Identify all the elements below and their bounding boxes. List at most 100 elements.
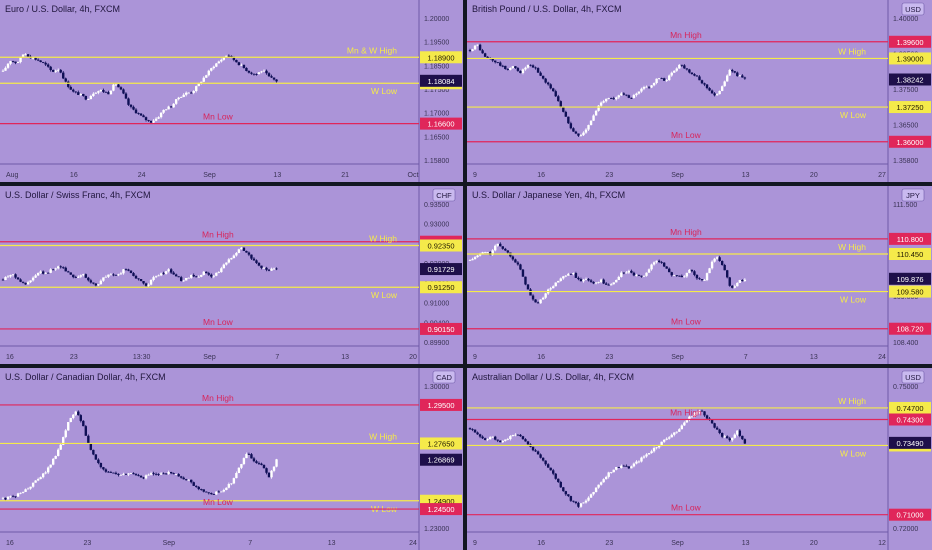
candle-body: [212, 494, 216, 495]
level-price-label: 0.74700: [896, 404, 923, 413]
candle-body: [232, 56, 236, 60]
level-label: Mn Low: [203, 112, 234, 122]
candle-body: [240, 464, 243, 468]
candle-body: [743, 279, 747, 282]
candle-body: [225, 262, 228, 265]
candle-body: [127, 269, 130, 271]
candle-body: [625, 94, 628, 96]
candle-body: [660, 441, 663, 446]
candle-body: [592, 281, 595, 284]
candle-body: [49, 464, 52, 468]
candle-body: [599, 102, 603, 106]
candle-body: [473, 429, 477, 433]
level-label: Mn High: [670, 408, 702, 418]
candle-body: [137, 278, 140, 280]
candle-body: [688, 269, 691, 273]
candle-body: [572, 273, 575, 274]
candle-body: [252, 73, 256, 75]
candle-body: [597, 105, 600, 111]
candle-body: [541, 297, 545, 300]
candle-body: [215, 272, 218, 276]
candle-body: [270, 268, 273, 271]
candle-body: [69, 86, 72, 90]
level-price-label: 108.720: [896, 325, 923, 334]
candle-body: [265, 468, 268, 473]
candle-body: [114, 274, 118, 276]
time-tick-label: Aug: [6, 172, 19, 179]
candle-body: [149, 473, 153, 475]
candle-body: [662, 262, 666, 267]
candle-body: [147, 474, 150, 476]
candle-body: [104, 469, 108, 472]
candle-body: [715, 427, 719, 430]
candle-body: [62, 267, 65, 269]
candle-body: [610, 284, 613, 286]
price-tick-label: 1.15800: [424, 158, 449, 165]
candle-body: [6, 63, 10, 68]
candle-body: [476, 44, 479, 46]
chart-svg: U.S. Dollar / Canadian Dollar, 4h, FXCM C…: [0, 368, 462, 550]
candle-body: [640, 457, 643, 462]
candle-body: [673, 275, 676, 276]
candle-body: [202, 489, 205, 492]
chart-panel-2[interactable]: British Pound / U.S. Dollar, 4h, FXCM USD…: [467, 0, 932, 182]
candle-body: [102, 89, 105, 92]
candle-body: [222, 490, 226, 492]
candle-body: [114, 84, 118, 86]
time-tick-label: 27: [878, 172, 886, 179]
level-price-tag: [889, 52, 931, 65]
candle-body: [237, 467, 241, 473]
candle-body: [476, 432, 479, 435]
candle-body: [589, 280, 593, 282]
time-tick-label: 7: [248, 540, 252, 547]
candle-body: [592, 492, 595, 495]
candle-body: [137, 475, 140, 477]
candle-body: [162, 473, 165, 475]
candle-body: [554, 473, 557, 479]
candle-body: [670, 272, 673, 276]
candle-body: [733, 71, 736, 73]
candle-body: [129, 270, 133, 274]
chart-panel-1[interactable]: Euro / U.S. Dollar, 4h, FXCM 1.20000 1.195…: [0, 0, 463, 182]
candle-body: [700, 80, 704, 84]
time-tick-label: Sep: [671, 172, 684, 179]
candle-body: [51, 458, 55, 465]
candle-body: [82, 274, 85, 276]
candle-body: [602, 479, 605, 483]
candle-body: [720, 433, 724, 437]
candle-body: [195, 485, 198, 487]
currency-badge[interactable]: [432, 370, 456, 384]
candle-body: [486, 56, 489, 59]
currency-badge[interactable]: [901, 370, 925, 384]
candle-body: [481, 436, 484, 439]
chart-panel-5[interactable]: U.S. Dollar / Canadian Dollar, 4h, FXCM C…: [0, 368, 463, 550]
candle-body: [723, 264, 726, 271]
currency-badge[interactable]: [432, 188, 456, 202]
candle-body: [34, 57, 37, 60]
candle-body: [29, 280, 32, 283]
candle-body: [152, 473, 155, 474]
candle-body: [1, 279, 5, 281]
currency-badge[interactable]: [901, 188, 925, 202]
chart-panel-4[interactable]: U.S. Dollar / Japanese Yen, 4h, FXCM JPY 1…: [467, 186, 932, 364]
chart-svg: Euro / U.S. Dollar, 4h, FXCM 1.20000 1.195…: [0, 0, 462, 182]
candle-body: [77, 411, 80, 416]
candle-body: [549, 288, 552, 290]
candle-body: [127, 473, 130, 475]
candle-body: [250, 72, 253, 74]
candle-body: [539, 454, 542, 458]
time-tick-label: 23: [605, 354, 613, 361]
candle-body: [574, 501, 578, 504]
candle-body: [552, 286, 555, 289]
price-tick-label: 0.72000: [893, 526, 918, 533]
candle-body: [564, 491, 568, 495]
chart-panel-3[interactable]: U.S. Dollar / Swiss Franc, 4h, FXCM CHF 0.…: [0, 186, 463, 364]
chart-panel-6[interactable]: Australian Dollar / U.S. Dollar, 4h, FXC…: [467, 368, 932, 550]
currency-badge[interactable]: [901, 2, 925, 16]
candle-body: [62, 72, 65, 79]
time-tick-label: 23: [605, 172, 613, 179]
candle-body: [728, 438, 731, 441]
level-price-label: 1.39000: [896, 54, 923, 63]
candle-body: [124, 473, 128, 475]
candle-body: [67, 81, 70, 87]
